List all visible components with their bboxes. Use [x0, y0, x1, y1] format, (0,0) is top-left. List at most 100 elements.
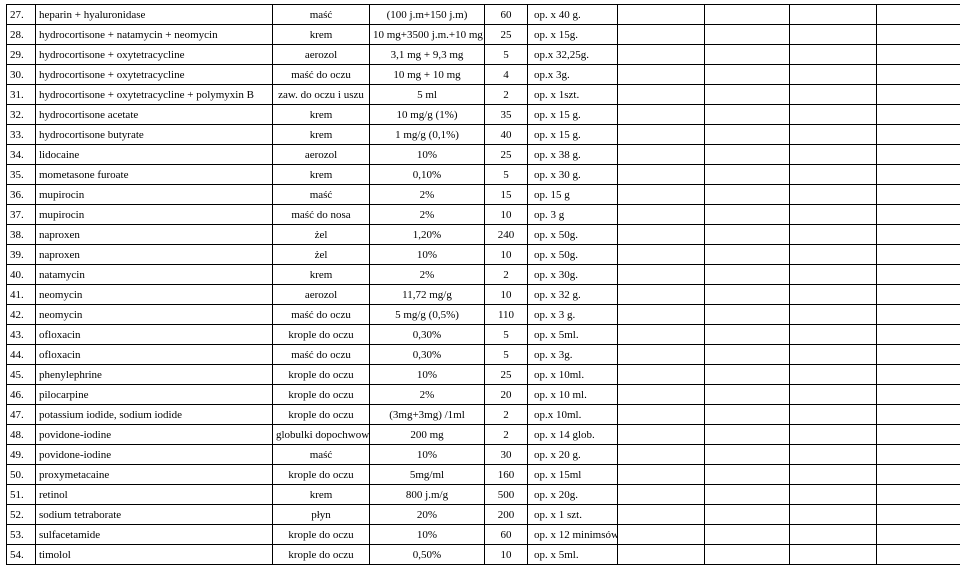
row-number: 53. [7, 525, 36, 545]
empty-cell [705, 465, 790, 485]
dose: 10 mg+3500 j.m.+10 mg [370, 25, 485, 45]
empty-cell [790, 25, 877, 45]
table-row: 52.sodium tetraboratepłyn20%200op. x 1 s… [7, 505, 960, 525]
empty-cell [790, 265, 877, 285]
empty-cell [877, 225, 960, 245]
dose: 10 mg + 10 mg [370, 65, 485, 85]
empty-cell [877, 85, 960, 105]
empty-cell [705, 105, 790, 125]
dose: 10% [370, 245, 485, 265]
quantity: 30 [485, 445, 528, 465]
empty-cell [790, 125, 877, 145]
empty-cell [705, 425, 790, 445]
table-row: 44.ofloxacinmaść do oczu0,30%5op. x 3g. [7, 345, 960, 365]
form: aerozol [273, 285, 370, 305]
table-row: 53.sulfacetamidekrople do oczu10%60op. x… [7, 525, 960, 545]
empty-cell [705, 405, 790, 425]
dose: 10% [370, 145, 485, 165]
dose: (3mg+3mg) /1ml [370, 405, 485, 425]
empty-cell [790, 285, 877, 305]
quantity: 160 [485, 465, 528, 485]
dose: 5 mg/g (0,5%) [370, 305, 485, 325]
package: op. x 38 g. [528, 145, 618, 165]
dose: 10% [370, 445, 485, 465]
empty-cell [618, 45, 705, 65]
dose: 0,30% [370, 345, 485, 365]
package: op. x 30g. [528, 265, 618, 285]
package: op. x 14 glob. [528, 425, 618, 445]
table-row: 37.mupirocinmaść do nosa2%10op. 3 g [7, 205, 960, 225]
empty-cell [877, 325, 960, 345]
empty-cell [790, 425, 877, 445]
quantity: 60 [485, 5, 528, 25]
medication-name: sulfacetamide [36, 525, 273, 545]
empty-cell [877, 245, 960, 265]
empty-cell [705, 305, 790, 325]
empty-cell [790, 485, 877, 505]
package: op. x 15g. [528, 25, 618, 45]
medication-name: mupirocin [36, 205, 273, 225]
empty-cell [618, 525, 705, 545]
empty-cell [877, 385, 960, 405]
empty-cell [705, 265, 790, 285]
empty-cell [705, 365, 790, 385]
package: op. x 1 szt. [528, 505, 618, 525]
row-number: 42. [7, 305, 36, 325]
empty-cell [705, 125, 790, 145]
empty-cell [790, 385, 877, 405]
table-row: 29.hydrocortisone + oxytetracyclineaeroz… [7, 45, 960, 65]
empty-cell [790, 105, 877, 125]
row-number: 27. [7, 5, 36, 25]
form: krem [273, 105, 370, 125]
row-number: 34. [7, 145, 36, 165]
table-row: 49.povidone-iodinemaść10%30op. x 20 g. [7, 445, 960, 465]
empty-cell [705, 245, 790, 265]
row-number: 31. [7, 85, 36, 105]
package: op. x 10 ml. [528, 385, 618, 405]
dose: 5 ml [370, 85, 485, 105]
form: maść do oczu [273, 65, 370, 85]
package: op. x 5ml. [528, 325, 618, 345]
package: op. x 1szt. [528, 85, 618, 105]
empty-cell [877, 365, 960, 385]
empty-cell [705, 165, 790, 185]
form: krem [273, 25, 370, 45]
quantity: 2 [485, 85, 528, 105]
quantity: 2 [485, 405, 528, 425]
empty-cell [877, 305, 960, 325]
quantity: 5 [485, 45, 528, 65]
empty-cell [790, 5, 877, 25]
medication-name: phenylephrine [36, 365, 273, 385]
empty-cell [618, 245, 705, 265]
quantity: 10 [485, 245, 528, 265]
empty-cell [790, 145, 877, 165]
table-row: 43.ofloxacinkrople do oczu0,30%5op. x 5m… [7, 325, 960, 345]
empty-cell [877, 445, 960, 465]
medication-name: povidone-iodine [36, 445, 273, 465]
medication-name: pilocarpine [36, 385, 273, 405]
form: krem [273, 485, 370, 505]
empty-cell [618, 65, 705, 85]
empty-cell [790, 325, 877, 345]
empty-cell [618, 385, 705, 405]
medication-name: naproxen [36, 225, 273, 245]
empty-cell [618, 185, 705, 205]
medication-name: povidone-iodine [36, 425, 273, 445]
medication-name: ofloxacin [36, 345, 273, 365]
empty-cell [705, 445, 790, 465]
table-row: 40.natamycinkrem2%2op. x 30g. [7, 265, 960, 285]
medication-name: hydrocortisone + oxytetracycline [36, 45, 273, 65]
empty-cell [705, 525, 790, 545]
empty-cell [790, 305, 877, 325]
row-number: 46. [7, 385, 36, 405]
form: aerozol [273, 145, 370, 165]
form: maść do oczu [273, 305, 370, 325]
empty-cell [877, 125, 960, 145]
row-number: 37. [7, 205, 36, 225]
empty-cell [790, 225, 877, 245]
form: krople do oczu [273, 405, 370, 425]
form: maść do nosa [273, 205, 370, 225]
empty-cell [877, 105, 960, 125]
form: krople do oczu [273, 325, 370, 345]
package: op. 15 g [528, 185, 618, 205]
